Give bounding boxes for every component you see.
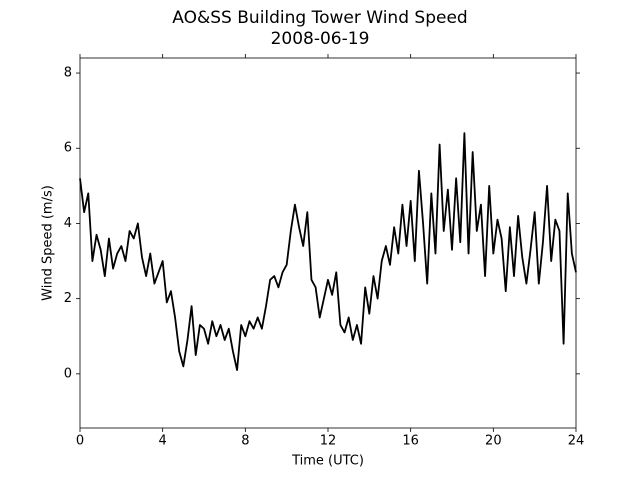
y-tick-label: 6 (64, 141, 72, 156)
plot-frame (79, 57, 577, 429)
x-axis-label: Time (UTC) (291, 454, 364, 469)
data-line (79, 132, 577, 371)
x-tick-label: 0 (76, 434, 84, 449)
x-tick-label: 16 (402, 434, 419, 449)
x-tick-label: 24 (568, 434, 585, 449)
y-tick-label: 8 (64, 66, 72, 81)
y-axis-label: Wind Speed (m/s) (41, 185, 56, 301)
x-tick-label: 4 (159, 434, 167, 449)
y-tick-label: 2 (64, 291, 72, 306)
x-tick-label: 12 (320, 434, 337, 449)
x-tick-label: 8 (241, 434, 249, 449)
y-tick-label: 0 (64, 366, 72, 381)
y-tick-label: 4 (64, 216, 72, 231)
x-tick-label: 20 (485, 434, 502, 449)
chart-title: AO&SS Building Tower Wind Speed (172, 8, 467, 28)
chart-subtitle: 2008-06-19 (271, 29, 370, 49)
